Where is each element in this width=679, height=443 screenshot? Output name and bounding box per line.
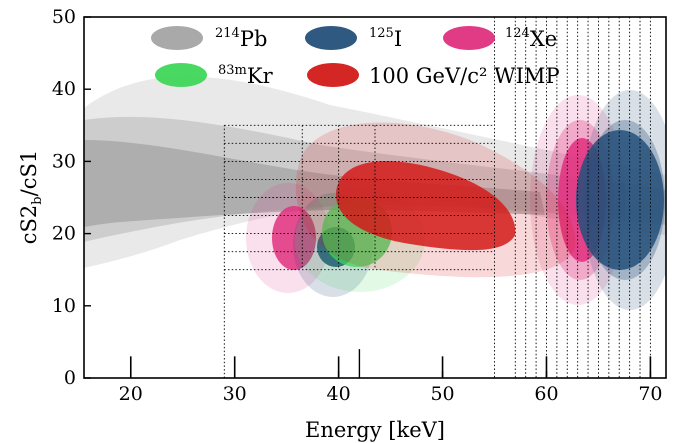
dotted-grid bbox=[223, 17, 651, 378]
legend-label-kr83m: Kr bbox=[247, 64, 274, 88]
y-tick-label-50: 50 bbox=[52, 6, 76, 28]
wimp-inner-contour bbox=[335, 161, 516, 251]
plot-area bbox=[84, 17, 666, 378]
x-axis-label: Energy [keV] bbox=[305, 418, 445, 442]
y-tick-label-10: 10 bbox=[52, 295, 76, 317]
x-tick-label-50: 50 bbox=[430, 383, 454, 405]
legend-label-pb214: Pb bbox=[240, 27, 268, 51]
legend-label-pb214-sup: 214 bbox=[215, 26, 240, 41]
legend-item-pb214: 214Pb bbox=[151, 26, 267, 51]
x-tick-label-60: 60 bbox=[534, 383, 558, 405]
legend-item-wimp: 100 GeV/c² WIMP bbox=[307, 63, 560, 88]
legend-swatch-xe124 bbox=[443, 26, 495, 50]
legend: 214Pb 125I 124Xe 83mKr 100 GeV/c² WIMP bbox=[151, 26, 560, 88]
legend-item-xe124: 124Xe bbox=[443, 26, 557, 51]
y-axis: 0 10 20 30 40 50 bbox=[52, 6, 91, 389]
y-tick-label-30: 30 bbox=[52, 150, 76, 172]
y-tick-label-20: 20 bbox=[52, 223, 76, 245]
legend-label-xe124: Xe bbox=[530, 27, 557, 51]
legend-item-kr83m: 83mKr bbox=[155, 63, 274, 88]
x-tick-label-40: 40 bbox=[327, 383, 351, 405]
y-tick-label-40: 40 bbox=[52, 78, 76, 100]
legend-label-wimp: 100 GeV/c² WIMP bbox=[369, 64, 560, 88]
x-tick-label-30: 30 bbox=[223, 383, 247, 405]
legend-label-i125-sup: 125 bbox=[369, 26, 394, 41]
solid-markers bbox=[129, 349, 652, 378]
legend-label-xe124-sup: 124 bbox=[505, 26, 530, 41]
y-axis-label: cS2b/cS1 bbox=[17, 150, 45, 244]
xe124-low-energy-inner bbox=[272, 206, 316, 270]
legend-swatch-pb214 bbox=[151, 26, 203, 50]
svg-text:124Xe: 124Xe bbox=[505, 26, 557, 51]
x-tick-label-20: 20 bbox=[119, 383, 143, 405]
wimp-contours bbox=[295, 122, 576, 278]
legend-item-i125: 125I bbox=[305, 26, 402, 51]
svg-text:125I: 125I bbox=[369, 26, 402, 51]
svg-text:83mKr: 83mKr bbox=[218, 63, 274, 88]
x-axis: 20 30 40 50 60 70 bbox=[119, 371, 663, 405]
x-tick-label-70: 70 bbox=[638, 383, 662, 405]
legend-swatch-wimp bbox=[307, 63, 359, 87]
legend-swatch-kr83m bbox=[155, 63, 207, 87]
legend-label-kr83m-sup: 83m bbox=[218, 63, 247, 78]
svg-text:214Pb: 214Pb bbox=[215, 26, 267, 51]
plot-frame bbox=[83, 16, 667, 379]
legend-label-i125: I bbox=[394, 27, 402, 51]
legend-swatch-i125 bbox=[305, 26, 357, 50]
y-tick-label-0: 0 bbox=[64, 367, 76, 389]
